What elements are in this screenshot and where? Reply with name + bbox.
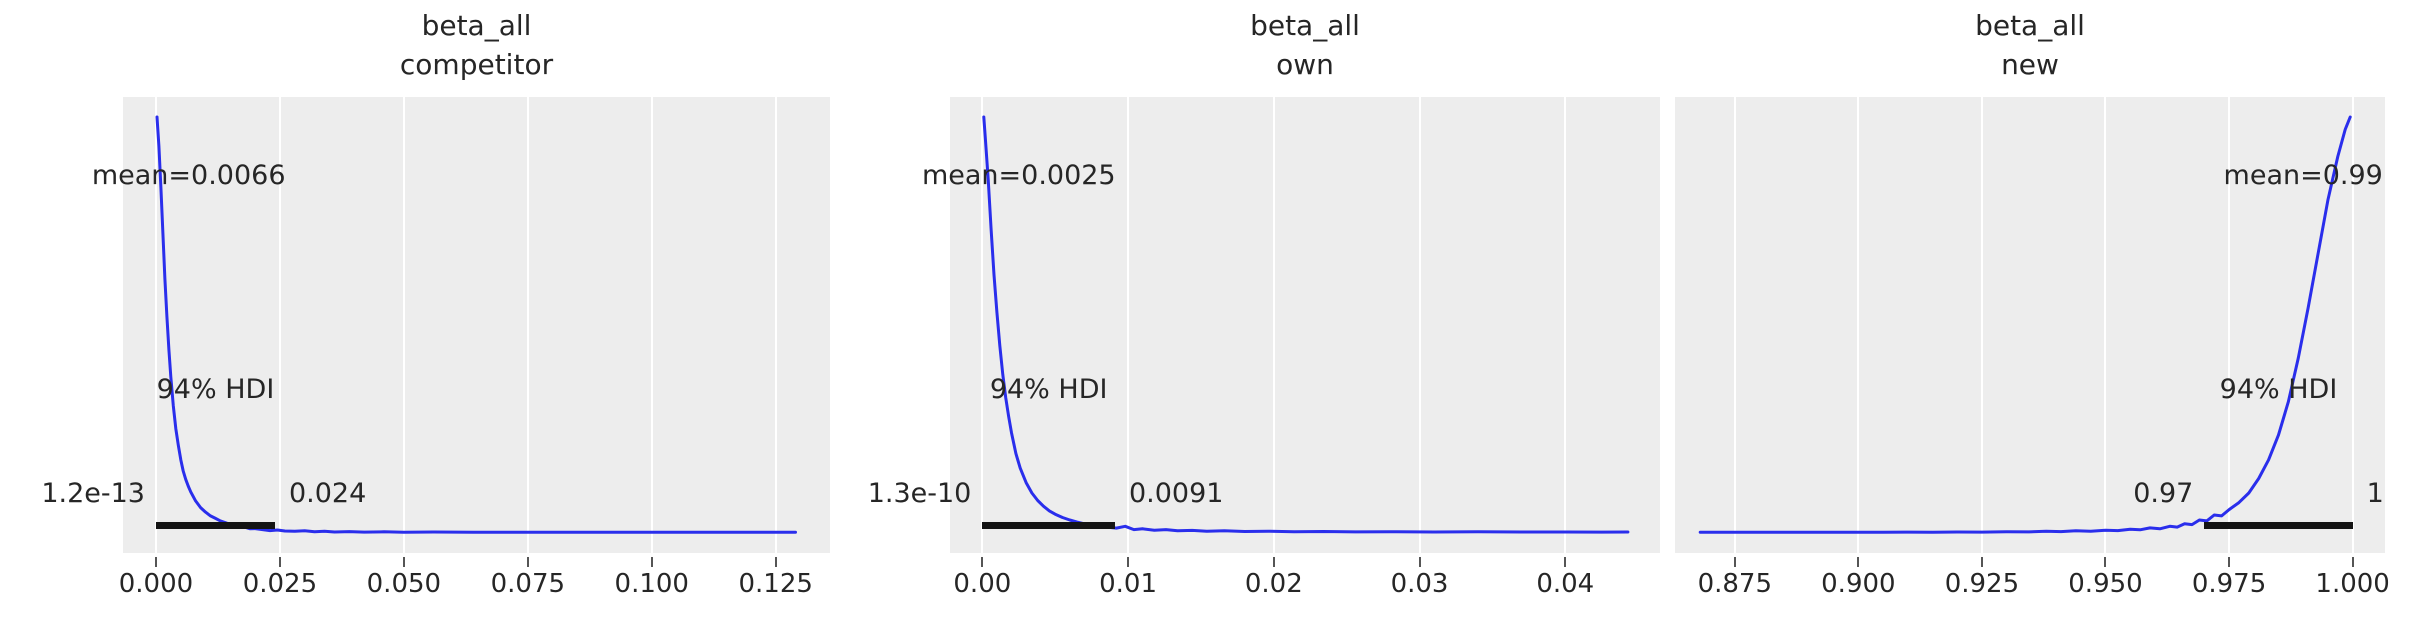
x-tick-mark [154, 557, 157, 567]
x-tick-label: 0.975 [2191, 569, 2267, 599]
x-tick-mark [402, 557, 405, 567]
hdi-upper-label: 0.0091 [1128, 478, 1224, 509]
x-tick-mark [1418, 557, 1421, 567]
gridline [1127, 97, 1130, 553]
gridline [774, 97, 777, 553]
hdi-upper-label: 0.024 [288, 478, 367, 509]
hdi-bar [2204, 522, 2353, 529]
x-tick-label: 0.900 [1821, 569, 1896, 599]
hdi-interval-label: 94% HDI [2219, 374, 2338, 405]
posterior-panel: beta_all competitor mean=0.0066 94% HDI … [41, 0, 830, 623]
kde-curve [1698, 115, 2352, 534]
x-tick-label: 0.00 [953, 569, 1012, 599]
x-axis: 0.000 0.025 0.050 0.075 0.100 0.125 [119, 553, 830, 623]
x-tick-label: 0.950 [2068, 569, 2143, 599]
x-tick-label: 1.000 [2315, 569, 2390, 599]
gridline [1418, 97, 1421, 553]
hdi-interval-label: 94% HDI [989, 374, 1108, 405]
x-tick-mark [774, 557, 777, 567]
x-tick-mark [1272, 557, 1275, 567]
panel-title: beta_all competitor [123, 6, 830, 84]
hdi-lower-label: 0.97 [2133, 478, 2194, 509]
panel-title-coord: competitor [399, 48, 554, 81]
x-tick-label: 0.04 [1536, 569, 1595, 599]
x-tick-label: 0.050 [366, 569, 442, 599]
posterior-panel: beta_all new mean=0.99 94% HDI 0.97 1 0.… [1675, 0, 2390, 623]
panel-title-varname: beta_all [1250, 9, 1360, 42]
x-tick-label: 0.925 [1944, 569, 2020, 599]
kde-line [1698, 115, 2352, 534]
gridline [402, 97, 405, 553]
mean-label: mean=0.0066 [91, 160, 286, 191]
panel-title: beta_all new [1675, 6, 2385, 84]
x-tick-mark [1980, 557, 1983, 567]
hdi-lower-label: 1.2e-13 [41, 478, 145, 509]
hdi-interval-label: 94% HDI [156, 374, 275, 405]
x-tick-label: 0.100 [614, 569, 689, 599]
panel-title-coord: own [1276, 48, 1334, 81]
x-tick-mark [981, 557, 984, 567]
gridline [2228, 97, 2231, 553]
x-tick-label: 0.03 [1390, 569, 1449, 599]
posterior-panel: beta_all own mean=0.0025 94% HDI 1.3e-10… [868, 0, 1660, 623]
hdi-bar [155, 522, 275, 529]
x-tick-mark [526, 557, 529, 567]
gridline [2351, 97, 2354, 553]
plot-area: mean=0.99 94% HDI 0.97 1 [1675, 97, 2385, 553]
x-tick-mark [2228, 557, 2231, 567]
x-tick-label: 0.025 [242, 569, 318, 599]
panel-title-varname: beta_all [421, 9, 532, 42]
x-tick-label: 0.125 [738, 569, 813, 599]
gridline [1980, 97, 1983, 553]
x-tick-mark [1733, 557, 1736, 567]
panel-title: beta_all own [950, 6, 1660, 84]
x-tick-mark [1127, 557, 1130, 567]
gridline [278, 97, 281, 553]
gridline [1733, 97, 1736, 553]
gridline [2104, 97, 2107, 553]
x-axis: 0.875 0.900 0.925 0.950 0.975 1.000 [1675, 553, 2390, 623]
plot-area: mean=0.0025 94% HDI 1.3e-10 0.0091 [868, 97, 1660, 553]
mean-label: mean=0.99 [2223, 160, 2383, 191]
panel-title-varname: beta_all [1975, 9, 2085, 42]
mean-label: mean=0.0025 [921, 160, 1116, 191]
gridline [1272, 97, 1275, 553]
x-tick-mark [2104, 557, 2107, 567]
plot-area: mean=0.0066 94% HDI 1.2e-13 0.024 [41, 97, 830, 553]
x-tick-label: 0.075 [490, 569, 566, 599]
gridline [981, 97, 984, 553]
x-axis: 0.00 0.01 0.02 0.03 0.04 [950, 553, 1660, 623]
x-tick-mark [650, 557, 653, 567]
gridline [526, 97, 529, 553]
gridline [650, 97, 653, 553]
hdi-bar [982, 522, 1115, 529]
x-tick-label: 0.01 [1099, 569, 1158, 599]
hdi-lower-label: 1.3e-10 [867, 478, 972, 509]
x-tick-label: 0.875 [1697, 569, 1773, 599]
x-tick-label: 0.02 [1244, 569, 1303, 599]
x-tick-mark [278, 557, 281, 567]
x-tick-mark [2351, 557, 2354, 567]
x-tick-mark [1564, 557, 1567, 567]
hdi-upper-label: 1 [2366, 478, 2384, 509]
gridline [1564, 97, 1567, 553]
gridline [1857, 97, 1860, 553]
panel-title-coord: new [2001, 48, 2059, 81]
gridline [154, 97, 157, 553]
x-tick-label: 0.000 [118, 569, 194, 599]
x-tick-mark [1857, 557, 1860, 567]
